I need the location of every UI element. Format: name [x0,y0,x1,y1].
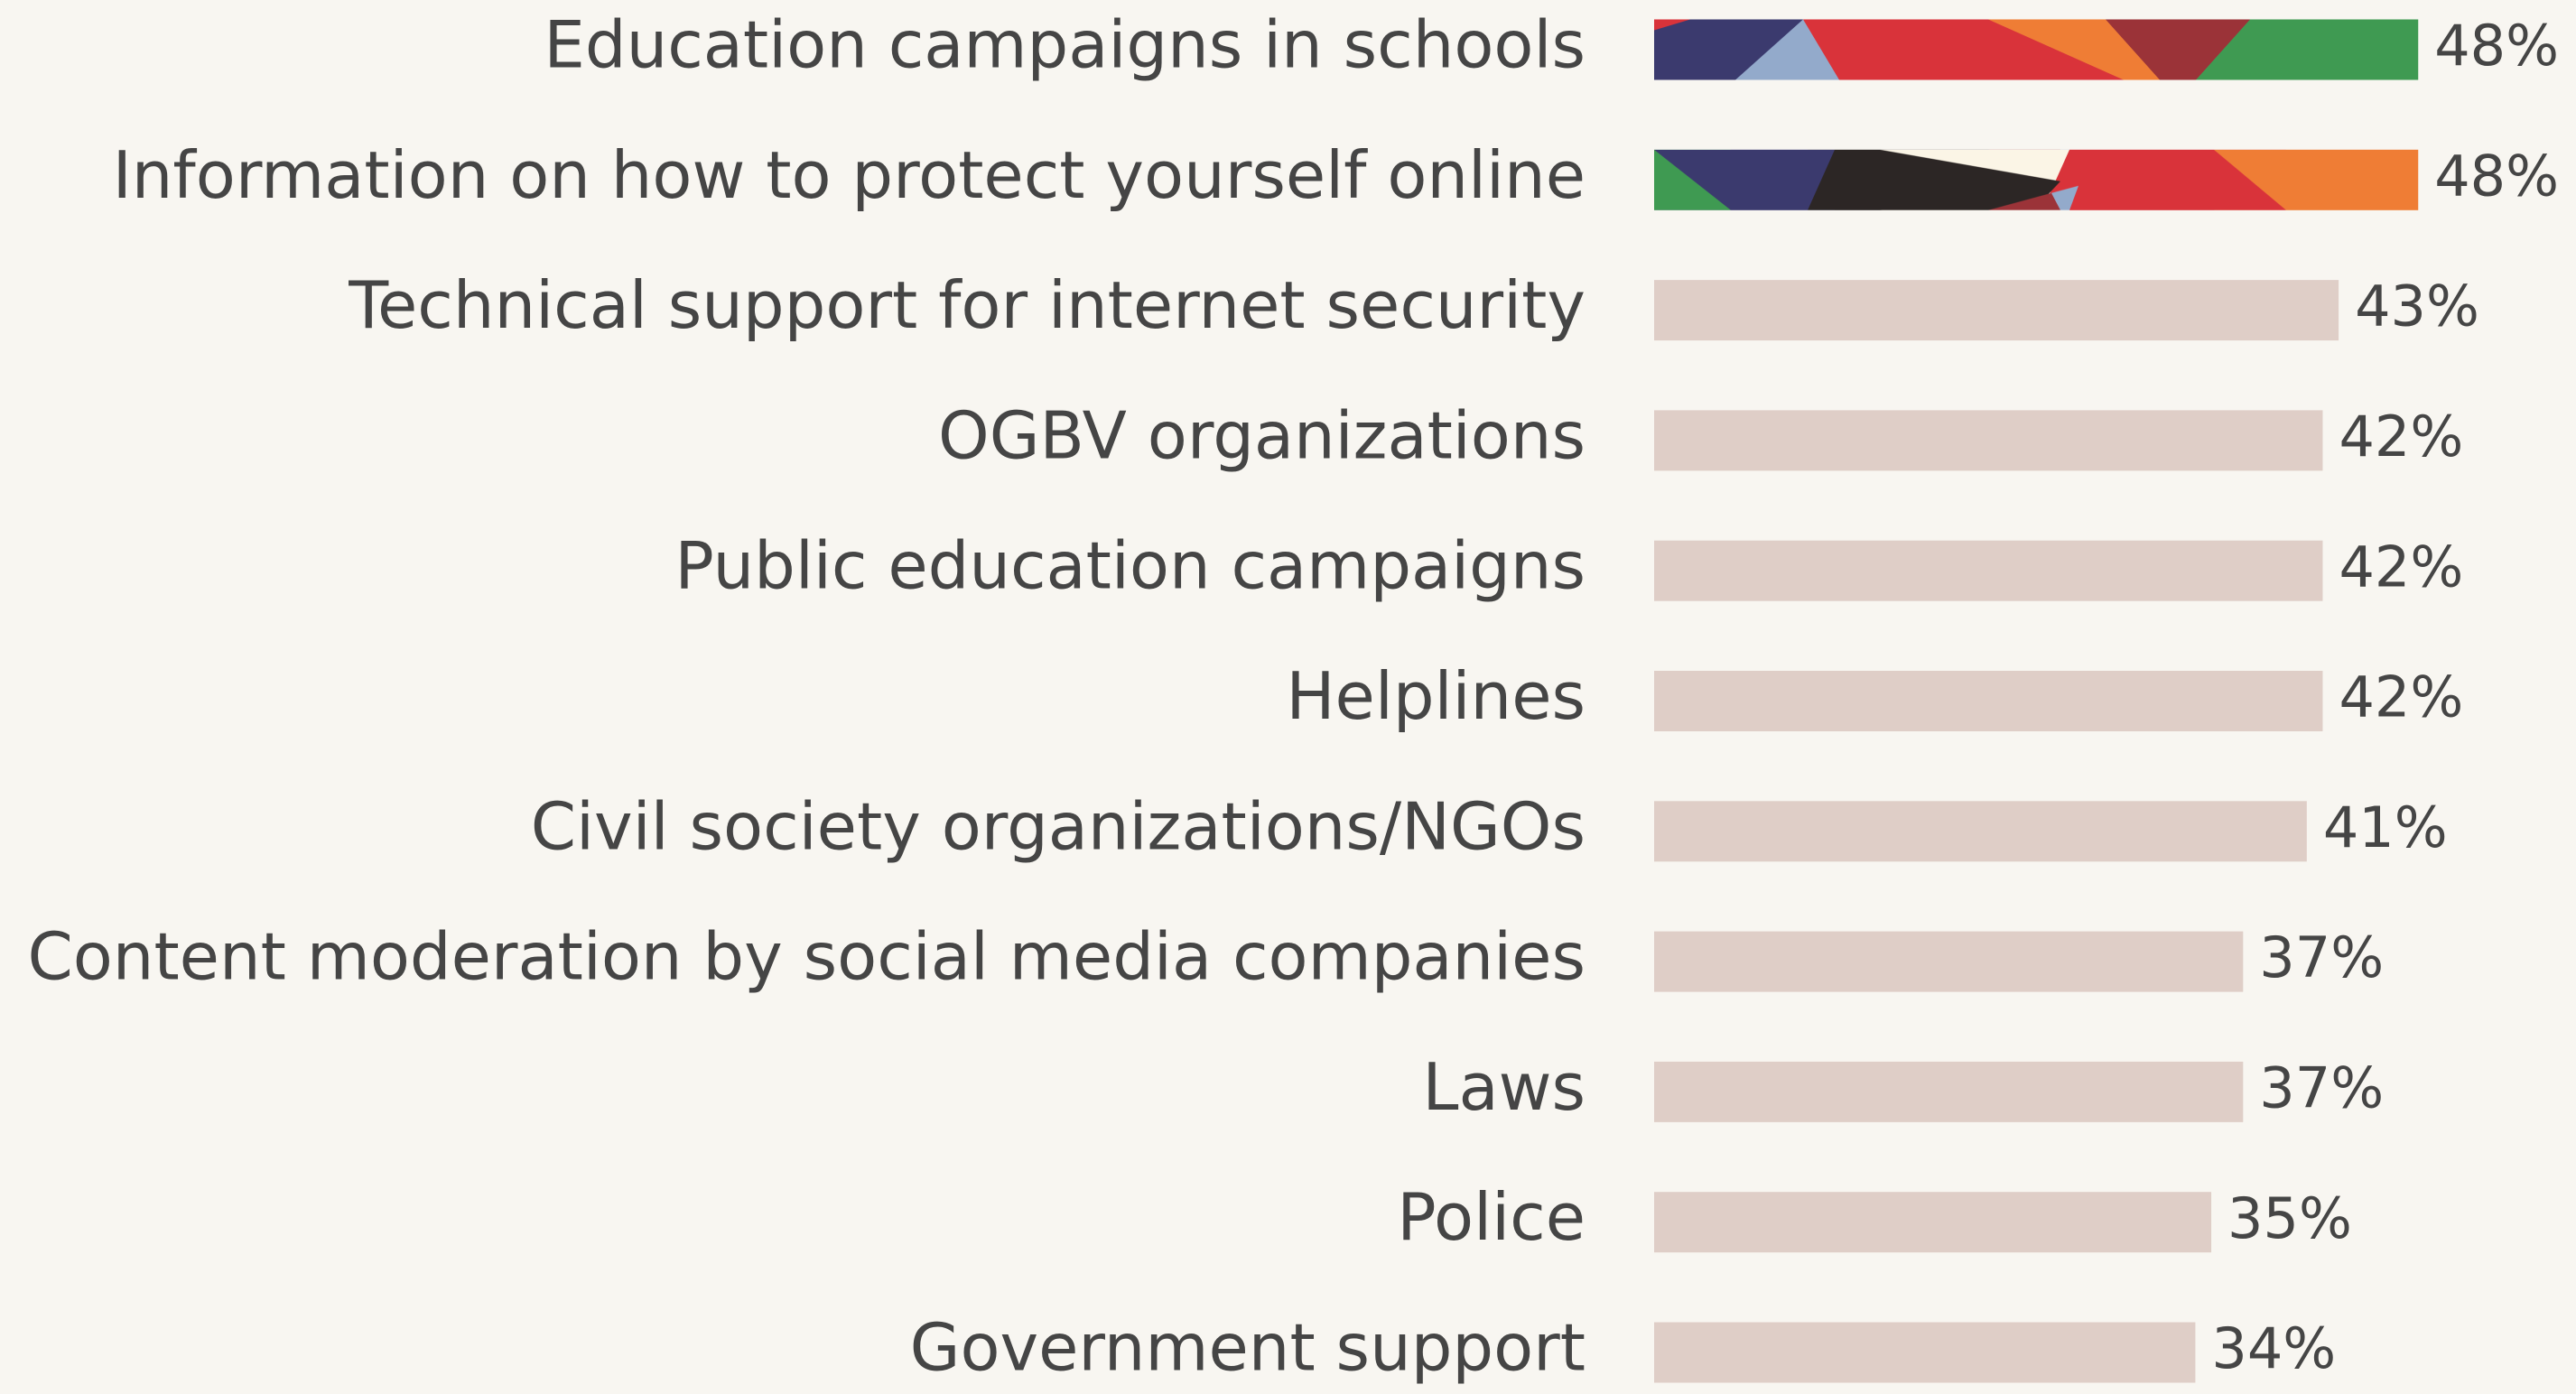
bar [1654,1061,2244,1122]
value-label: 42% [2339,534,2463,599]
category-label: Information on how to protect yourself o… [113,137,1586,213]
bar [1654,19,2419,80]
value-label: 42% [2339,664,2463,730]
value-label: 42% [2339,404,2463,469]
category-label: Police [1397,1179,1586,1255]
value-label: 35% [2227,1185,2352,1251]
value-label: 43% [2355,274,2479,339]
category-label: Content moderation by social media compa… [27,919,1586,995]
category-label: Helplines [1286,658,1586,734]
value-label: 48% [2434,13,2559,79]
category-label: Laws [1422,1049,1586,1125]
value-label: 34% [2211,1315,2336,1381]
bar [1654,931,2244,992]
bar [1654,1192,2212,1253]
value-label: 37% [2259,925,2384,990]
bar [1654,410,2323,471]
bar [1654,540,2323,601]
category-label: Government support [910,1310,1586,1386]
category-label: Education campaigns in schools [544,7,1586,83]
category-label: Civil society organizations/NGOs [531,788,1586,864]
value-label: 48% [2434,143,2559,209]
bar [1654,149,2419,210]
category-label: Public education campaigns [674,528,1586,604]
category-label: OGBV organizations [938,397,1586,473]
value-label: 37% [2259,1055,2384,1120]
bar [1654,1322,2196,1383]
value-label: 41% [2323,795,2448,860]
bar [1654,280,2339,341]
category-label: Technical support for internet security [348,267,1586,343]
bar [1654,671,2323,731]
bar [1654,801,2307,862]
